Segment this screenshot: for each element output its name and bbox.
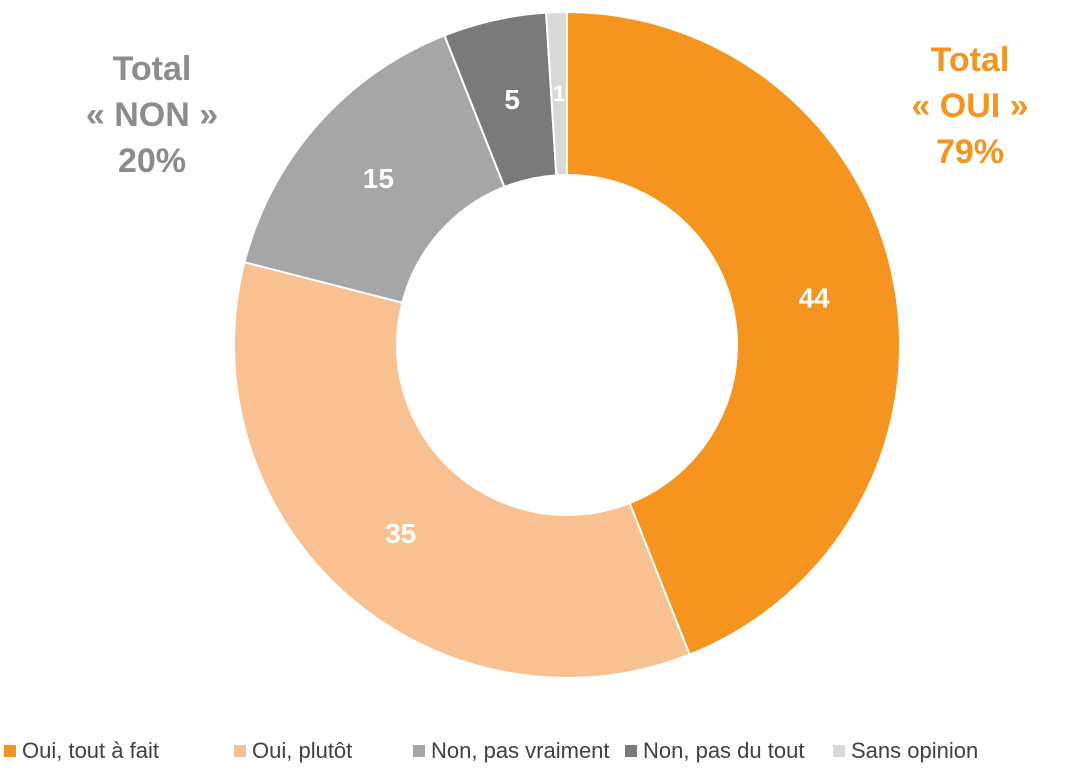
total-non-line2: « NON » [85,96,219,134]
slice-oui-plutot [233,260,691,679]
legend-swatch [234,745,246,757]
data-label-non-pas-vraiment: 15 [363,163,394,194]
legend-label: Non, pas vraiment [431,738,610,763]
slice-sans-opinion [545,10,568,177]
data-label-oui-plutot: 35 [385,518,416,549]
legend-item-sans-opinion: Sans opinion [833,738,978,764]
legend-item-oui-plutot: Oui, plutôt [234,738,352,764]
data-label-non-pas-du-tout: 5 [504,84,520,115]
slice-oui-tout-a-fait [566,10,901,656]
total-oui-line3: 79% [935,133,1005,171]
legend-label: Non, pas du tout [643,738,805,763]
legend: Oui, tout à fait Oui, plutôt Non, pas vrai… [0,738,1082,778]
legend-item-oui-tout-a-fait: Oui, tout à fait [4,738,159,764]
legend-label: Oui, tout à fait [22,738,159,763]
legend-swatch [625,745,637,757]
total-oui-line1: Total [930,41,1010,79]
data-label-oui-tout-a-fait: 44 [798,282,830,313]
total-oui-annotation: Total « OUI » 79% [860,37,1080,175]
legend-item-non-pas-du-tout: Non, pas du tout [625,738,804,764]
total-non-annotation: Total « NON » 20% [42,46,262,184]
legend-swatch [833,745,845,757]
slices [233,10,901,679]
legend-label: Oui, plutôt [252,738,353,763]
legend-item-non-pas-vraiment: Non, pas vraiment [413,738,610,764]
total-non-line3: 20% [117,142,187,180]
legend-label: Sans opinion [851,738,979,763]
legend-swatch [413,745,425,757]
data-label-sans-opinion: 1 [553,81,565,106]
legend-swatch [4,745,16,757]
slice-non-pas-vraiment [243,34,506,304]
donut-chart: 44 35 15 5 1 [233,10,901,679]
data-labels: 44 35 15 5 1 [363,81,830,549]
total-oui-line2: « OUI » [911,87,1029,125]
total-non-line1: Total [112,50,192,88]
